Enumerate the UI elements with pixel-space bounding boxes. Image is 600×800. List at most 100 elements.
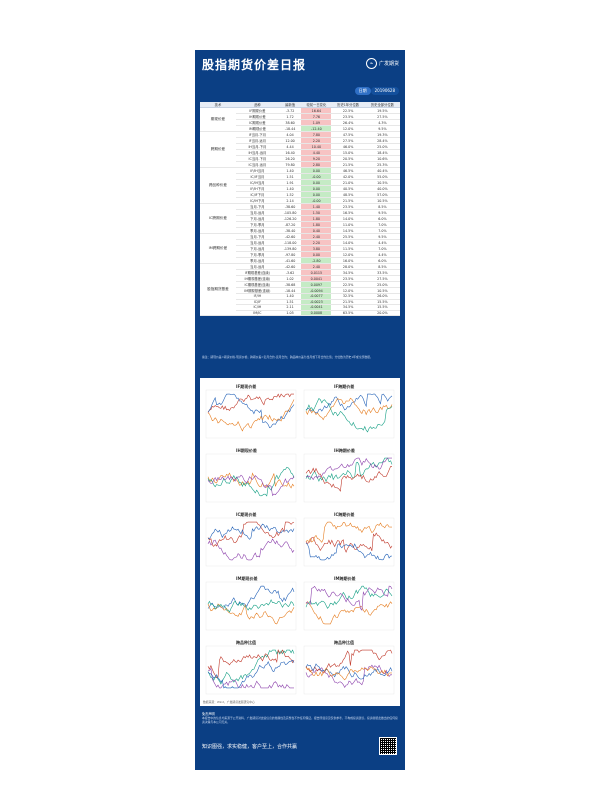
table-cell-v2: 2.40 bbox=[301, 263, 332, 270]
table-cell-item: 下月-远月 bbox=[235, 215, 279, 222]
column-header: 品种 bbox=[235, 102, 279, 108]
table-row: 下月-季月 -97.80 0.00 12.0% 4.4% bbox=[200, 251, 400, 258]
table-cell-v4: 9.5% bbox=[364, 125, 400, 132]
table-cell-v1: -3.72 bbox=[278, 107, 302, 114]
chart-series-line bbox=[305, 398, 393, 433]
table-cell-v2: 9.20 bbox=[301, 155, 332, 162]
table-cell-item: IC当月-下月 bbox=[235, 155, 279, 162]
report-header: 股指期货价差日报 ⌁ 广发期货 bbox=[195, 50, 405, 82]
group-name: 股指期货基差 bbox=[200, 263, 236, 317]
table-cell-v4: 26.0% bbox=[364, 293, 400, 300]
chart-series-line bbox=[207, 538, 295, 561]
table-cell-item: 季月-远月 bbox=[235, 257, 279, 264]
table-cell-v2: 3.80 bbox=[301, 245, 332, 252]
table-cell-v2: 1.40 bbox=[301, 203, 332, 210]
table-cell-v3: 20.5% bbox=[331, 155, 365, 162]
chart-series-line bbox=[305, 601, 393, 625]
chart-frame bbox=[205, 453, 297, 503]
table-cell-item: 当月-远月 bbox=[235, 209, 279, 216]
table-cell-v4: 20.0% bbox=[364, 310, 400, 317]
table-cell-v2: 7.76 bbox=[301, 113, 332, 120]
chart-frame bbox=[205, 581, 297, 631]
chart-series-line bbox=[305, 397, 393, 421]
table-cell-v2: 1.80 bbox=[301, 221, 332, 228]
chart-series-line bbox=[305, 521, 392, 543]
table-cell-v3: 21.5% bbox=[331, 161, 365, 168]
table-row: IM期现价差 -18.44 -12.40 12.0% 9.5% bbox=[200, 125, 400, 132]
disclaimer: 免责声明 本报告中的信息均来源于公开资料，广发期货对这些信息的准确性及完整性不作… bbox=[202, 712, 398, 724]
table-cell-v1: -38.68 bbox=[278, 281, 302, 288]
table-cell-v3: 22.5% bbox=[331, 107, 365, 114]
table-cell-v4: 10.5% bbox=[364, 287, 400, 294]
table-cell-v1: -41.60 bbox=[278, 257, 302, 264]
table-cell-v3: 46.0% bbox=[331, 143, 365, 150]
chart-series-line bbox=[305, 585, 393, 609]
disclaimer-text: 本报告中的信息均来源于公开资料，广发期货对这些信息的准确性及完整性不作任何保证。… bbox=[202, 715, 398, 724]
table-cell-v3: 42.0% bbox=[331, 173, 365, 180]
table-cell-v3: 47.5% bbox=[331, 131, 365, 138]
table-cell-v1: -118.00 bbox=[278, 239, 302, 246]
table-cell-v1: -38.40 bbox=[278, 227, 302, 234]
chart-frame bbox=[303, 645, 395, 695]
table-cell-v3: 11.5% bbox=[331, 245, 365, 252]
date-badge: 日期 20190628 bbox=[354, 87, 399, 95]
table-cell-v4: 7.0% bbox=[364, 227, 400, 234]
chart-title: IM期现价差 bbox=[236, 576, 258, 581]
table-cell-v4: 10.5% bbox=[364, 197, 400, 204]
table-row: IC/IF下月 1.52 0.00 48.5% 57.0% bbox=[200, 191, 400, 198]
chart-series-line bbox=[305, 457, 392, 481]
table-cell-item: 季月-远月 bbox=[235, 227, 279, 234]
chart-series-line bbox=[207, 649, 295, 679]
table-cell-v2: 2.20 bbox=[301, 239, 332, 246]
table-cell-v2: 10.40 bbox=[301, 143, 332, 150]
table-cell-item: IC期现价差 bbox=[235, 119, 279, 126]
table-cell-v1: 1.51 bbox=[278, 299, 302, 306]
column-header: 较前一日变化 bbox=[301, 102, 332, 108]
table-cell-v2: -0.0041 bbox=[301, 304, 332, 311]
chart-series-line bbox=[207, 399, 295, 432]
table-cell-v3: 48.5% bbox=[331, 191, 365, 198]
chart-series-line bbox=[305, 542, 393, 561]
charts-panel: IF期现价差 IF跨期价差 IH期现价差 IH跨期价差 IC期现价差 IC跨期价差 IM期现… bbox=[200, 378, 400, 706]
chart-title: IM跨期价差 bbox=[334, 576, 356, 581]
table-cell-v2: 1.09 bbox=[301, 119, 332, 126]
table-cell-v1: 1.72 bbox=[278, 113, 302, 120]
table-cell-v1: 1.02 bbox=[278, 275, 302, 282]
table-row: 当月-远月 -105.80 1.50 16.5% 9.5% bbox=[200, 209, 400, 216]
table-row: IH期现基差(连续) 1.02 0.0041 23.5% 27.5% bbox=[200, 275, 400, 282]
table-row: IF/IH下月 1.40 0.00 40.5% 40.0% bbox=[200, 185, 400, 192]
spread-table: 技术 品种 最新值 较前一日变化 历史1年分位数 历史全部分位数 期现价差 IF期现价差 -3… bbox=[200, 102, 400, 317]
table-cell-v3: 25.5% bbox=[331, 233, 365, 240]
chart-series-line bbox=[305, 666, 393, 681]
table-cell-v4: 25.0% bbox=[364, 281, 400, 288]
table-cell-v2: 0.00 bbox=[301, 185, 332, 192]
table-row: IH当月-远月 16.40 4.40 15.0% 18.4% bbox=[200, 149, 400, 156]
column-header: 最新值 bbox=[278, 102, 302, 108]
table-cell-v3: 23.5% bbox=[331, 275, 365, 282]
table-cell-v3: 12.0% bbox=[331, 287, 365, 294]
table-row: IM跨期价差 当月-下月 -42.60 2.40 25.5% 9.5% bbox=[200, 233, 400, 264]
table-row: IH当月-下月 4.44 10.40 46.0% 25.0% bbox=[200, 143, 400, 150]
table-cell-v2: 4.40 bbox=[301, 149, 332, 156]
table-cell-v1: -139.80 bbox=[278, 245, 302, 252]
table-cell-v3: 27.5% bbox=[331, 137, 365, 144]
chart-frame bbox=[303, 581, 395, 631]
table-cell-v2: 0.00 bbox=[301, 179, 332, 186]
chart-series-line bbox=[207, 474, 295, 497]
table-cell-v1: -18.44 bbox=[278, 125, 302, 132]
table-cell-v3: 63.5% bbox=[331, 310, 365, 317]
table-cell-v2: 0.00 bbox=[301, 191, 332, 198]
table-row: 下月-远月 -139.80 3.80 11.5% 7.0% bbox=[200, 245, 400, 252]
table-cell-v3: 12.0% bbox=[331, 125, 365, 132]
table-cell-v3: 40.5% bbox=[331, 185, 365, 192]
table-cell-v4: 9.5% bbox=[364, 233, 400, 240]
table-cell-v4: 15.5% bbox=[364, 299, 400, 306]
table-cell-v1: 12.00 bbox=[278, 137, 302, 144]
table-cell-v4: 25.0% bbox=[364, 143, 400, 150]
table-cell-v2: 0.0115 bbox=[301, 269, 332, 276]
table-row: 季月-远月 -41.60 -2.80 16.0% 6.0% bbox=[200, 257, 400, 264]
chart-series-line bbox=[207, 599, 295, 613]
table-cell-v2: 0.0097 bbox=[301, 281, 332, 288]
table-cell-v4: 6.0% bbox=[364, 215, 400, 222]
charts-svg bbox=[205, 389, 395, 695]
